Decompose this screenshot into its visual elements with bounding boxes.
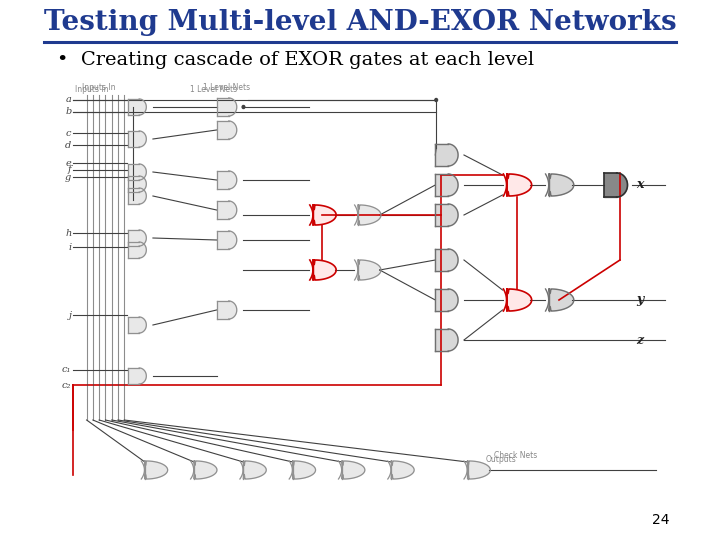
Polygon shape <box>139 317 146 333</box>
Polygon shape <box>217 301 229 319</box>
Polygon shape <box>436 249 449 271</box>
Polygon shape <box>243 461 266 479</box>
Polygon shape <box>139 176 146 192</box>
Polygon shape <box>128 317 139 333</box>
Text: g: g <box>65 172 71 181</box>
Polygon shape <box>128 368 139 384</box>
Polygon shape <box>139 188 146 204</box>
Polygon shape <box>128 242 139 258</box>
Polygon shape <box>604 173 617 197</box>
Polygon shape <box>359 205 381 225</box>
Text: e: e <box>66 159 71 167</box>
Text: f: f <box>68 165 71 174</box>
Text: 1 Level Nets: 1 Level Nets <box>203 84 251 92</box>
Polygon shape <box>449 144 458 166</box>
Polygon shape <box>217 171 229 189</box>
Polygon shape <box>229 201 237 219</box>
Text: b: b <box>65 107 71 117</box>
Polygon shape <box>128 176 139 192</box>
Polygon shape <box>217 121 229 139</box>
Circle shape <box>242 105 245 109</box>
Polygon shape <box>194 461 217 479</box>
Polygon shape <box>507 174 531 196</box>
Text: j: j <box>68 310 71 320</box>
Text: 24: 24 <box>652 513 669 527</box>
Text: c₁: c₁ <box>62 366 71 375</box>
Polygon shape <box>359 260 381 280</box>
Text: Testing Multi-level AND-EXOR Networks: Testing Multi-level AND-EXOR Networks <box>44 9 676 36</box>
Polygon shape <box>449 289 458 311</box>
Polygon shape <box>549 174 574 196</box>
Polygon shape <box>229 171 237 189</box>
Polygon shape <box>436 289 449 311</box>
Text: Inputs In: Inputs In <box>75 85 109 94</box>
Polygon shape <box>313 205 336 225</box>
Polygon shape <box>139 242 146 258</box>
Polygon shape <box>139 230 146 246</box>
Polygon shape <box>128 230 139 246</box>
Polygon shape <box>229 98 237 116</box>
Polygon shape <box>449 174 458 196</box>
Polygon shape <box>128 164 139 180</box>
Text: z: z <box>636 334 643 347</box>
Polygon shape <box>449 329 458 351</box>
Polygon shape <box>467 461 490 479</box>
Text: Check Nets: Check Nets <box>495 451 538 461</box>
Polygon shape <box>145 461 168 479</box>
Polygon shape <box>449 249 458 271</box>
Polygon shape <box>217 231 229 249</box>
Polygon shape <box>139 164 146 180</box>
Polygon shape <box>229 231 237 249</box>
Text: d: d <box>65 140 71 150</box>
Polygon shape <box>392 461 414 479</box>
Polygon shape <box>229 301 237 319</box>
Polygon shape <box>139 368 146 384</box>
Text: Outputs: Outputs <box>485 456 516 464</box>
Polygon shape <box>549 289 574 311</box>
Text: c₂: c₂ <box>62 381 71 389</box>
Text: y: y <box>636 294 644 307</box>
Polygon shape <box>217 201 229 219</box>
Text: a: a <box>66 96 71 105</box>
Polygon shape <box>139 99 146 115</box>
Polygon shape <box>293 461 315 479</box>
Text: 1 Level Nets: 1 Level Nets <box>189 85 237 94</box>
Text: i: i <box>68 242 71 252</box>
Polygon shape <box>229 121 237 139</box>
Polygon shape <box>342 461 365 479</box>
Text: x: x <box>636 179 644 192</box>
Polygon shape <box>449 204 458 226</box>
Polygon shape <box>617 173 627 197</box>
Polygon shape <box>436 174 449 196</box>
Text: Inputs In: Inputs In <box>82 84 116 92</box>
Text: c: c <box>66 129 71 138</box>
Polygon shape <box>313 260 336 280</box>
Polygon shape <box>217 98 229 116</box>
Polygon shape <box>507 289 531 311</box>
Polygon shape <box>139 131 146 147</box>
Circle shape <box>435 98 438 102</box>
Polygon shape <box>436 204 449 226</box>
Polygon shape <box>128 188 139 204</box>
Text: h: h <box>65 228 71 238</box>
Text: •  Creating cascade of EXOR gates at each level: • Creating cascade of EXOR gates at each… <box>57 51 534 69</box>
Polygon shape <box>436 144 449 166</box>
Polygon shape <box>436 329 449 351</box>
Polygon shape <box>128 131 139 147</box>
Polygon shape <box>128 99 139 115</box>
